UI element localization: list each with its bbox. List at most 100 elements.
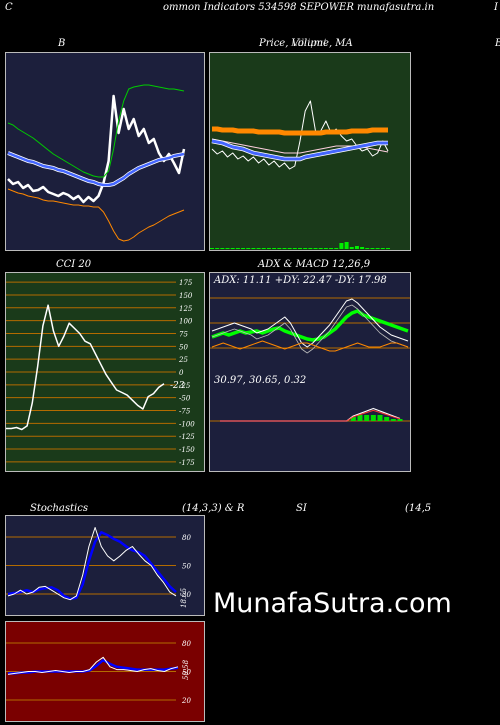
bb-series-1 <box>7 84 185 178</box>
rsi-panel: 80 50 20 50.58 <box>5 621 205 722</box>
header-letter-right: I <box>494 2 498 13</box>
volume-bar <box>339 243 344 249</box>
volume-bar <box>318 248 323 249</box>
volume-bar <box>220 248 225 249</box>
volume-bar <box>323 248 328 249</box>
volume-bar <box>251 248 256 249</box>
volume-bar <box>210 248 214 249</box>
macd-hist-bar <box>377 415 383 421</box>
volume-bar <box>272 248 277 249</box>
bb-band-outline <box>7 151 185 187</box>
bb-series-2 <box>7 151 185 187</box>
stoch-title: Stochastics <box>30 503 88 514</box>
cci-tick-label: -50 <box>179 395 191 403</box>
volume-bar <box>360 247 365 249</box>
adx-title: ADX & MACD 12,26,9 <box>258 259 371 270</box>
macd-hist-bar <box>384 417 390 421</box>
volume-bar <box>334 248 339 249</box>
header-title: ommon Indicators 534598 SEPOWER munafasu… <box>163 2 435 13</box>
rsi-tick-label: 20 <box>181 697 191 705</box>
bb-title: B <box>58 38 66 49</box>
stoch-tick-label: 20 <box>181 591 191 599</box>
rsi-last-label: 50.58 <box>182 659 190 680</box>
bb-series-0 <box>7 94 186 204</box>
price-series-1 <box>212 126 388 136</box>
volume-bar <box>386 248 390 249</box>
macd-hist-bar <box>364 415 370 421</box>
macd-hist-bar <box>370 415 376 421</box>
cci-tick-label: 75 <box>179 330 188 338</box>
rsi-tick-label: 80 <box>182 640 191 648</box>
rsi-chart: 80 50 20 50.58 <box>6 640 191 705</box>
volume-bar <box>225 248 230 249</box>
cci-chart: 175 150 125 100 75 50 25 0 -25 -50 -75 -100 -125 -150… <box>6 279 195 467</box>
stoch-tick-label: 80 <box>182 534 191 542</box>
cci-tick-label: -175 <box>179 459 195 467</box>
rsi-title: SI <box>296 503 307 514</box>
cci-tick-label: -150 <box>179 446 195 454</box>
adx-series-1-shadow <box>211 304 409 354</box>
cci-tick-label: 0 <box>179 369 184 377</box>
cci-tick-label: -75 <box>179 408 191 416</box>
adx-series-1 <box>211 298 409 348</box>
stoch-last-label: 18.55 <box>180 587 188 608</box>
volume-bar <box>329 248 334 249</box>
stoch-d-line <box>7 527 177 601</box>
bb-series-3 <box>7 188 185 242</box>
price-series-3 <box>211 139 388 161</box>
adx-series-2 <box>211 340 409 352</box>
macd-hist-bar <box>397 419 403 421</box>
adx-chart <box>210 297 410 422</box>
volume-bar <box>282 248 287 249</box>
price-chart <box>210 100 390 249</box>
rsi-ma-line <box>7 656 179 675</box>
volume-bar <box>246 248 251 249</box>
cci-tick-label: 100 <box>179 318 193 326</box>
volume-bar <box>375 248 380 249</box>
volume-bar <box>313 248 318 249</box>
macd-hist-bar <box>350 417 356 421</box>
rsi-tick-label: 50 <box>182 669 191 677</box>
volume-bar <box>256 248 261 249</box>
bollinger-chart <box>7 84 186 242</box>
cci-title: CCI 20 <box>56 259 92 270</box>
volume-bar <box>230 248 235 249</box>
price-panel <box>209 52 411 251</box>
volume-bar <box>215 248 220 249</box>
macd-hist-bar <box>390 419 396 421</box>
volume-bar <box>287 248 292 249</box>
right-edge-title: B <box>495 38 500 49</box>
bollinger-panel <box>5 52 205 251</box>
volume-bar <box>349 247 354 249</box>
watermark: MunafaSutra.com <box>213 588 452 619</box>
cci-tick-label: 175 <box>179 279 193 287</box>
volume-bar <box>308 248 313 249</box>
adx-readout: ADX: 11.11 +DY: 22.47 -DY: 17.98 <box>214 275 387 286</box>
cci-tick-label: -100 <box>179 420 195 428</box>
volume-bar <box>344 242 349 249</box>
stoch-params: (14,3,3) & R <box>182 503 245 514</box>
volume-bar <box>298 248 302 249</box>
cci-tick-label: 125 <box>179 305 193 313</box>
cci-tick-label: 25 <box>178 356 188 364</box>
price-title-overlay: Lilliput <box>291 38 328 49</box>
volume-bar <box>235 248 240 249</box>
macd-signal-line <box>220 409 401 422</box>
cci-line <box>6 304 165 431</box>
volume-bar <box>241 248 246 249</box>
volume-bar <box>261 248 266 249</box>
cci-tick-label: 50 <box>179 343 188 351</box>
volume-bar <box>266 248 271 249</box>
cci-panel: 175 150 125 100 75 50 25 0 -25 -50 -75 -100 -125 -150… <box>5 272 205 472</box>
adx-panel: ADX: 11.11 +DY: 22.47 -DY: 17.98 30.97, … <box>209 272 411 472</box>
volume-bar <box>354 246 359 249</box>
volume-bar <box>292 248 297 249</box>
stoch-k-line <box>7 531 177 601</box>
cci-tick-label: -25 <box>179 382 191 390</box>
price-title: Price, Volume, MA <box>259 38 353 49</box>
stochastics-panel: 80 50 20 18.55 <box>5 515 205 616</box>
volume-bar <box>365 248 370 249</box>
volume-bar <box>277 248 282 249</box>
cci-tick-label: -125 <box>179 433 195 441</box>
